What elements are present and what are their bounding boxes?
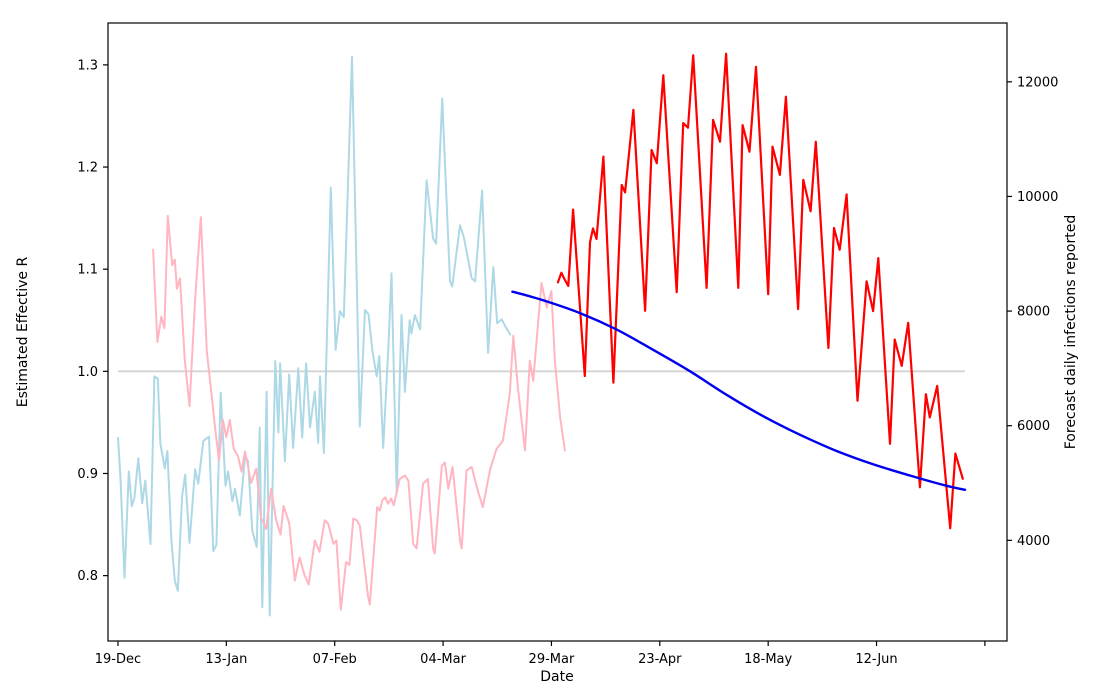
y-right-tick-label: 8000 bbox=[1017, 305, 1050, 320]
forecast-r-line bbox=[511, 290, 967, 491]
y-right-tick-label: 12000 bbox=[1017, 75, 1058, 90]
x-tick-label: 29-Mar bbox=[529, 652, 575, 667]
x-tick-label: 12-Jun bbox=[855, 652, 897, 667]
y-left-tick-label: 1.1 bbox=[77, 263, 98, 278]
y-left-tick-label: 1.0 bbox=[77, 365, 98, 380]
reported-infections-historical-line bbox=[152, 214, 566, 611]
y-left-tick-label: 0.9 bbox=[77, 467, 98, 482]
x-axis-label: Date bbox=[540, 669, 573, 685]
y-left-tick-label: 1.2 bbox=[77, 161, 98, 176]
series-layer bbox=[117, 52, 967, 617]
x-tick-label: 04-Mar bbox=[420, 652, 466, 667]
y-axis-label-right: Forecast daily infections reported bbox=[1063, 215, 1079, 450]
forecast-infections-line bbox=[556, 52, 964, 530]
y-left-tick-label: 0.8 bbox=[77, 569, 98, 584]
plot-border bbox=[107, 22, 1008, 642]
x-tick-label: 07-Feb bbox=[313, 652, 357, 667]
y-right-tick-label: 6000 bbox=[1017, 419, 1050, 434]
x-tick-label: 13-Jan bbox=[205, 652, 247, 667]
x-tick-label: 23-Apr bbox=[638, 652, 682, 667]
x-tick-label: 19-Dec bbox=[95, 652, 141, 667]
y-axis-label-left: Estimated Effective R bbox=[15, 257, 31, 408]
y-left-tick-label: 1.3 bbox=[77, 58, 98, 73]
x-tick-label: 18-May bbox=[744, 652, 792, 667]
y-right-tick-label: 10000 bbox=[1017, 190, 1058, 205]
estimated-r-historical-line bbox=[117, 55, 512, 617]
y-right-tick-label: 4000 bbox=[1017, 534, 1050, 549]
axis-ticks-layer: 19-Dec 13-Jan 07-Feb 04-Mar 29-Mar 23-Apr 18-M… bbox=[77, 58, 1058, 667]
